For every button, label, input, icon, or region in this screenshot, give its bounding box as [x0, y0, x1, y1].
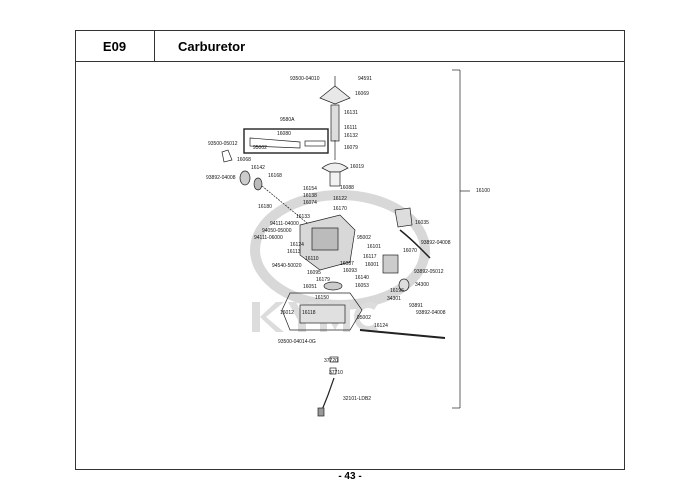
part-label: 16154 [303, 186, 317, 192]
part-label: 34300 [415, 282, 429, 288]
part-label: 16140 [355, 275, 369, 281]
part-label: 16170 [333, 206, 347, 212]
part-label: 16122 [333, 196, 347, 202]
part-label: 37720 [324, 358, 338, 364]
part-label: 16095 [307, 270, 321, 276]
part-label: 32101-LDB2 [343, 396, 372, 402]
part-label: 16118 [302, 310, 316, 316]
part-label: 16124 [290, 242, 304, 248]
part-label: 93891 [409, 303, 423, 309]
part-label: 16179 [316, 277, 330, 283]
part-label: 16110 [305, 256, 319, 262]
part-label: 93500-05012 [208, 141, 238, 147]
part-label: 16142 [251, 165, 265, 171]
part-label: 16133 [296, 214, 310, 220]
part-label: 16131 [344, 110, 358, 116]
part-label: 16150 [315, 295, 329, 301]
part-label: 93892-05012 [414, 269, 444, 275]
part-label: 37710 [329, 370, 343, 376]
part-label: 16093 [343, 268, 357, 274]
part-label: 95002 [253, 145, 267, 151]
part-label: 93500-04014-0G [278, 339, 316, 345]
part-label: 93892-04008 [421, 240, 451, 246]
part-label: 16168 [268, 173, 282, 179]
part-label: 16101 [367, 244, 381, 250]
part-label: 16180 [258, 204, 272, 210]
part-label: 16088 [340, 185, 354, 191]
part-label: 94591 [358, 76, 372, 82]
part-label: 16196 [390, 288, 404, 294]
part-label: 16132 [344, 133, 358, 139]
part-label: 34301 [387, 296, 401, 302]
part-label: 16074 [303, 200, 317, 206]
part-label: 16087 [340, 261, 354, 267]
part-label: 16138 [303, 193, 317, 199]
part-label: 94050-05000 [262, 228, 292, 234]
page-title: Carburetor [178, 38, 246, 54]
page-number: - 43 - [338, 471, 362, 482]
part-label: 16080 [277, 131, 291, 137]
part-label: 16053 [355, 283, 369, 289]
section-code: E09 [75, 30, 155, 62]
part-label: 93892-04008 [416, 310, 446, 316]
part-label: 93500-04010 [290, 76, 320, 82]
part-label: 94540-50020 [272, 263, 302, 269]
part-label: 16035 [415, 220, 429, 226]
part-label: 16068 [237, 157, 251, 163]
part-label: 95002 [357, 235, 371, 241]
part-label: 16079 [344, 145, 358, 151]
part-label: 94111-04000 [270, 221, 299, 227]
part-label: 16111 [344, 125, 358, 131]
part-label: 16012 [280, 310, 294, 316]
part-label: 9580A [280, 117, 295, 123]
part-label: 16051 [303, 284, 317, 290]
part-label: 16069 [355, 91, 369, 97]
part-label: 16019 [350, 164, 364, 170]
part-label: 16070 [403, 248, 417, 254]
part-label: 16100 [476, 188, 490, 194]
part-label: 16113 [287, 249, 301, 255]
part-label: 94111-06000 [254, 235, 283, 241]
part-label: 16117 [363, 254, 377, 260]
part-label: 16001 [365, 262, 379, 268]
part-label: 16124 [374, 323, 388, 329]
part-label: 95002 [357, 315, 371, 321]
part-label: 93892-04008 [206, 175, 236, 181]
header-row [75, 30, 625, 62]
